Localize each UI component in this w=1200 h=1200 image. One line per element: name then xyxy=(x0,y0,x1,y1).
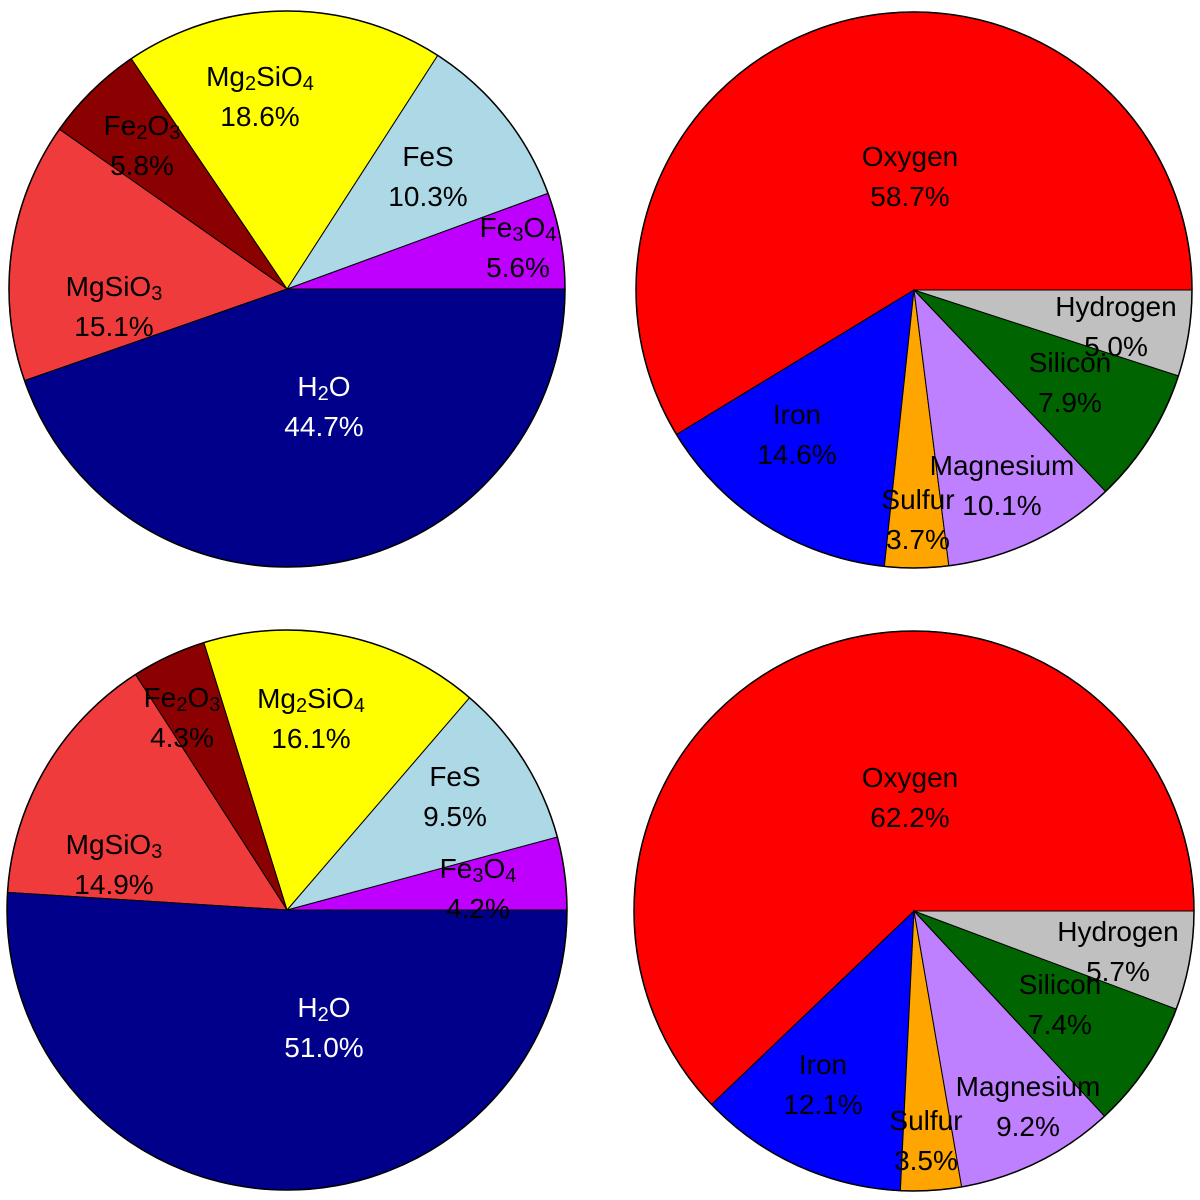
slice-name-label-iron: Iron xyxy=(799,1049,847,1080)
slice-name-label-h2o: H2O xyxy=(297,992,350,1026)
slice-percent-label-sulfur: 3.5% xyxy=(894,1145,958,1176)
slice-percent-label-mg2sio4: 16.1% xyxy=(271,723,350,754)
slice-percent-label-fe3o4: 5.6% xyxy=(486,252,550,283)
slice-name-label-hydrogen: Hydrogen xyxy=(1055,291,1176,322)
slice-percent-label-h2o: 51.0% xyxy=(284,1032,363,1063)
slice-percent-label-oxygen: 62.2% xyxy=(870,802,949,833)
slice-name-label-mgsio3: MgSiO3 xyxy=(66,271,163,305)
pie-chart-1: Fe3O4 5.6% FeS 10.3% Mg2SiO4 18.6% Fe2O3 5.8% Mg… xyxy=(8,10,566,568)
slice-percent-label-mgsio3: 15.1% xyxy=(74,311,153,342)
slice-name-label-silicon: Silicon xyxy=(1019,969,1101,1000)
slice-percent-label-silicon: 7.9% xyxy=(1038,387,1102,418)
slice-name-label-mgsio3: MgSiO3 xyxy=(66,829,163,863)
slice-name-label-iron: Iron xyxy=(773,399,821,430)
slice-name-label-oxygen: Oxygen xyxy=(862,762,959,793)
slice-name-label-h2o: H2O xyxy=(297,371,350,405)
slice-percent-label-mg2sio4: 18.6% xyxy=(220,101,299,132)
slice-percent-label-fes: 10.3% xyxy=(388,181,467,212)
slice-percent-label-sulfur: 3.7% xyxy=(886,524,950,555)
slice-percent-label-mgsio3: 14.9% xyxy=(74,869,153,900)
slice-name-label-sulfur: Sulfur xyxy=(881,484,954,515)
pie-outline xyxy=(8,10,566,568)
pie-outline xyxy=(635,11,1193,569)
pie-chart-2: Oxygen 58.7% Iron 14.6% Sulfur 3.7% Magnesium 1… xyxy=(635,11,1193,569)
slice-name-label-magnesium: Magnesium xyxy=(956,1071,1101,1102)
slice-percent-label-fe3o4: 4.2% xyxy=(446,893,510,924)
slice-name-label-oxygen: Oxygen xyxy=(862,141,959,172)
slice-name-label-fe2o3: Fe2O3 xyxy=(144,682,221,716)
slice-name-label-mg2sio4: Mg2SiO4 xyxy=(206,61,314,95)
pie-outline xyxy=(6,629,568,1191)
slice-name-label-hydrogen: Hydrogen xyxy=(1057,916,1178,947)
slice-percent-label-iron: 12.1% xyxy=(783,1089,862,1120)
slice-percent-label-fe2o3: 4.3% xyxy=(150,722,214,753)
slice-percent-label-magnesium: 10.1% xyxy=(962,490,1041,521)
slice-name-label-sulfur: Sulfur xyxy=(889,1105,962,1136)
slice-name-label-fes: FeS xyxy=(429,761,480,792)
slice-name-label-fe3o4: Fe3O4 xyxy=(440,853,517,887)
slice-percent-label-oxygen: 58.7% xyxy=(870,181,949,212)
slice-percent-label-silicon: 7.4% xyxy=(1028,1009,1092,1040)
slice-name-label-silicon: Silicon xyxy=(1029,347,1111,378)
slice-name-label-fes: FeS xyxy=(402,141,453,172)
pie-chart-4: Oxygen 62.2% Iron 12.1% Sulfur 3.5% Magnesium 9… xyxy=(633,630,1195,1192)
slice-percent-label-hydrogen: 5.7% xyxy=(1086,956,1150,987)
slice-percent-label-fe2o3: 5.8% xyxy=(110,150,174,181)
slice-name-label-fe3o4: Fe3O4 xyxy=(480,212,557,246)
slice-name-label-mg2sio4: Mg2SiO4 xyxy=(257,683,365,717)
slice-percent-label-fes: 9.5% xyxy=(423,801,487,832)
slice-percent-label-h2o: 44.7% xyxy=(284,411,363,442)
slice-percent-label-iron: 14.6% xyxy=(757,439,836,470)
pie-chart-3: Fe3O4 4.2% FeS 9.5% Mg2SiO4 16.1% Fe2O3 4.3% MgS… xyxy=(6,629,568,1191)
slice-name-label-magnesium: Magnesium xyxy=(930,450,1075,481)
slice-percent-label-magnesium: 9.2% xyxy=(996,1111,1060,1142)
pie-outline xyxy=(633,630,1195,1192)
slice-name-label-fe2o3: Fe2O3 xyxy=(104,110,181,144)
slice-percent-label-hydrogen: 5.0% xyxy=(1084,331,1148,362)
